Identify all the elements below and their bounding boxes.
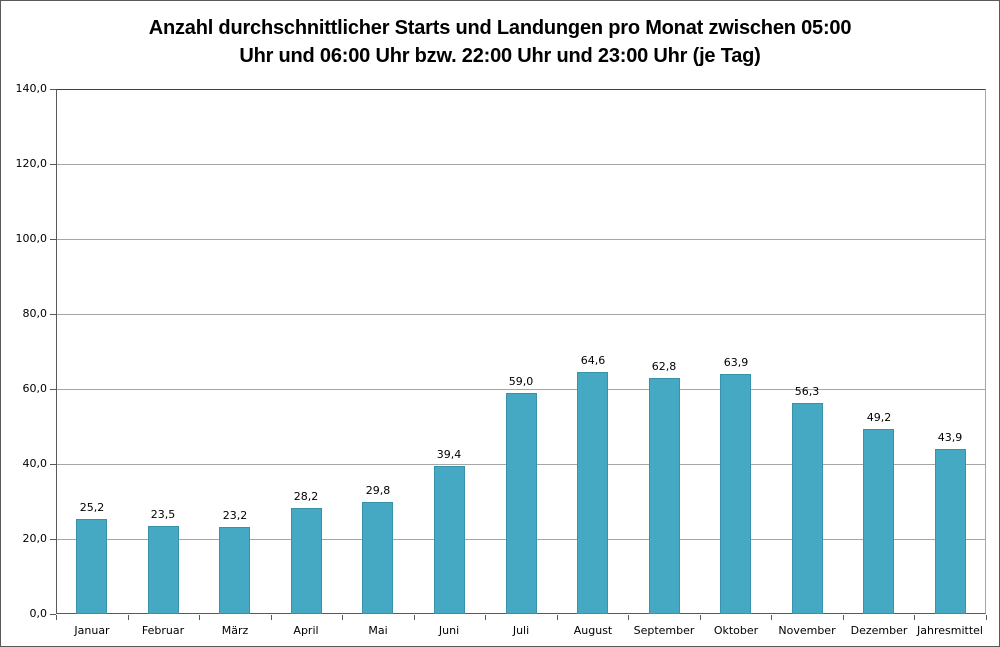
- bar: [935, 449, 966, 614]
- chart-title-line2: Uhr und 06:00 Uhr bzw. 22:00 Uhr und 23:…: [239, 45, 761, 67]
- x-axis-tick: [199, 615, 200, 620]
- x-axis-tick: [414, 615, 415, 620]
- x-axis-tick: [485, 615, 486, 620]
- y-tick-label: 140,0: [15, 82, 48, 95]
- x-axis-tick: [128, 615, 129, 620]
- x-category-label: Dezember: [850, 624, 908, 637]
- y-axis-tick: [50, 89, 56, 90]
- y-tick-label: 40,0: [22, 457, 48, 470]
- bar-value-label: 49,2: [866, 411, 892, 424]
- bar: [76, 519, 107, 614]
- y-tick-label: 60,0: [22, 382, 48, 395]
- bar-value-label: 29,8: [365, 484, 391, 497]
- bar-value-label: 39,4: [436, 448, 462, 461]
- bar-value-label: 28,2: [293, 490, 319, 503]
- bar: [506, 393, 537, 614]
- x-category-label: Juli: [512, 624, 530, 637]
- x-category-label: September: [633, 624, 695, 637]
- y-tick-label: 20,0: [22, 532, 48, 545]
- y-axis-tick: [50, 614, 56, 615]
- bar-value-label: 25,2: [79, 501, 105, 514]
- chart-title: Anzahl durchschnittlicher Starts und Lan…: [1, 14, 999, 70]
- bar-value-label: 43,9: [937, 431, 963, 444]
- x-axis-tick: [56, 615, 57, 620]
- bar: [720, 374, 751, 614]
- x-axis-tick: [843, 615, 844, 620]
- y-axis-tick: [50, 539, 56, 540]
- chart-title-line1: Anzahl durchschnittlicher Starts und Lan…: [148, 17, 852, 39]
- x-category-label: März: [221, 624, 249, 637]
- y-tick-label: 120,0: [15, 157, 48, 170]
- y-axis-tick: [50, 164, 56, 165]
- y-tick-label: 0,0: [29, 607, 48, 620]
- x-axis-tick: [914, 615, 915, 620]
- y-tick-label: 80,0: [22, 307, 48, 320]
- bar: [863, 429, 894, 614]
- x-category-label: Februar: [141, 624, 185, 637]
- bar: [649, 378, 680, 614]
- y-tick-label: 100,0: [15, 232, 48, 245]
- x-category-label: November: [778, 624, 836, 637]
- x-axis-tick: [342, 615, 343, 620]
- x-category-label: Mai: [368, 624, 388, 637]
- bar: [291, 508, 322, 614]
- x-category-label: Juni: [438, 624, 460, 637]
- bar-value-label: 23,5: [150, 508, 176, 521]
- x-category-label: Oktober: [713, 624, 759, 637]
- bar-value-label: 23,2: [222, 509, 248, 522]
- y-axis-tick: [50, 389, 56, 390]
- gridline: [57, 389, 986, 390]
- bar-value-label: 63,9: [723, 356, 749, 369]
- x-axis-tick: [628, 615, 629, 620]
- x-category-label: Jahresmittel: [917, 624, 983, 637]
- gridline: [57, 314, 986, 315]
- x-axis-tick: [771, 615, 772, 620]
- x-axis-tick: [700, 615, 701, 620]
- x-category-label: August: [573, 624, 613, 637]
- bar-value-label: 56,3: [794, 385, 820, 398]
- bar-value-label: 59,0: [508, 375, 534, 388]
- y-axis-tick: [50, 464, 56, 465]
- bar: [577, 372, 608, 614]
- y-axis-tick: [50, 239, 56, 240]
- bar-value-label: 64,6: [580, 354, 606, 367]
- bar-value-label: 62,8: [651, 360, 677, 373]
- x-category-label: Januar: [74, 624, 110, 637]
- bar: [792, 403, 823, 614]
- bar: [148, 526, 179, 614]
- bar: [219, 527, 250, 614]
- x-axis-tick: [986, 615, 987, 620]
- x-axis-tick: [271, 615, 272, 620]
- y-axis-tick: [50, 314, 56, 315]
- gridline: [57, 164, 986, 165]
- gridline: [57, 239, 986, 240]
- bar: [362, 502, 393, 614]
- bar: [434, 466, 465, 614]
- x-category-label: April: [293, 624, 319, 637]
- x-axis-tick: [557, 615, 558, 620]
